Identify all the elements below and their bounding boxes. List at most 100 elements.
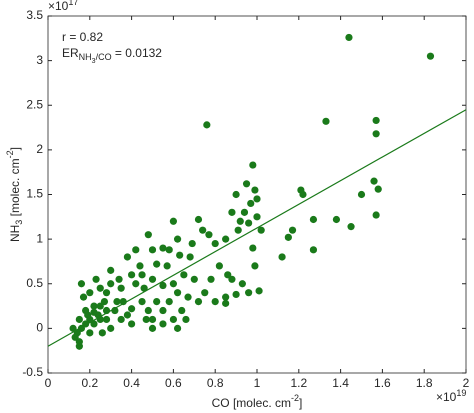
point: [90, 308, 98, 316]
annotation: ERNH3/CO = 0.0132: [62, 46, 162, 65]
x-tick-label: 0: [45, 376, 52, 390]
point: [255, 287, 263, 295]
point: [180, 271, 188, 279]
exp-power: 19: [456, 388, 466, 398]
point: [140, 284, 148, 292]
point: [332, 215, 341, 224]
point: [309, 246, 318, 254]
point: [96, 284, 104, 292]
point: [215, 262, 223, 270]
point: [190, 275, 198, 283]
point: [288, 226, 297, 234]
exp-power: 17: [68, 0, 78, 7]
point: [347, 223, 355, 231]
label-part: [molec. cm: [8, 158, 22, 219]
y-tick-label: 0.5: [26, 276, 43, 290]
plot-frame: [47, 15, 467, 374]
point: [75, 315, 83, 324]
y-axis-label: NH3 [molec. cm-2]: [5, 147, 24, 242]
point: [372, 130, 380, 138]
point: [188, 239, 196, 248]
x-tick-label: 1.2: [290, 376, 307, 390]
point: [138, 298, 146, 306]
point: [203, 121, 211, 129]
label-part: -2: [5, 150, 15, 158]
point: [169, 315, 177, 324]
point: [159, 281, 167, 290]
point: [232, 190, 240, 199]
point: [107, 280, 115, 288]
point: [178, 306, 186, 315]
annotation: r = 0.82: [62, 30, 103, 44]
point: [251, 262, 259, 270]
y-tick-label: 1.5: [26, 187, 43, 201]
point: [372, 211, 380, 219]
label-part: ER: [62, 46, 79, 60]
point: [86, 289, 94, 297]
point: [173, 289, 182, 297]
point: [153, 260, 161, 268]
point: [228, 208, 236, 216]
point: [176, 251, 184, 259]
point: [159, 320, 167, 328]
point: [238, 280, 246, 288]
point: [153, 298, 161, 306]
label-part: 3: [14, 220, 24, 225]
point: [173, 235, 182, 243]
point: [84, 311, 92, 319]
point: [249, 161, 257, 169]
label-part: = 0.0132: [112, 46, 163, 60]
point: [169, 280, 177, 288]
point: [79, 293, 88, 301]
point: [357, 190, 366, 199]
point: [249, 244, 257, 252]
point: [111, 306, 119, 315]
point: [69, 324, 77, 332]
point: [228, 275, 236, 283]
point: [201, 289, 209, 297]
exp-base: ×10: [436, 390, 457, 404]
point: [102, 289, 111, 297]
point: [128, 305, 136, 313]
point: [169, 217, 177, 225]
x-exponent: ×1019: [436, 388, 466, 404]
y-tick-label: 0: [36, 321, 43, 335]
point: [257, 226, 265, 234]
y-tick-label: 2: [36, 142, 43, 156]
point: [148, 246, 157, 254]
label-part: CO [molec. cm: [212, 396, 291, 410]
y-tick-label: 3.5: [26, 8, 43, 22]
point: [148, 324, 157, 332]
point: [132, 280, 140, 288]
y-tick-label: -0.5: [22, 365, 43, 379]
point: [144, 306, 152, 315]
point: [144, 231, 152, 239]
point: [247, 199, 255, 208]
point: [242, 180, 251, 188]
point: [182, 315, 190, 324]
point: [426, 52, 435, 60]
point: [136, 262, 144, 270]
y-tick-label: 1: [36, 231, 43, 245]
y-exponent: ×1017: [48, 0, 78, 13]
point: [251, 186, 259, 194]
point: [240, 208, 249, 216]
label-part: NH: [8, 225, 22, 242]
point: [123, 311, 132, 319]
point: [211, 298, 219, 306]
point: [186, 253, 194, 261]
point: [278, 253, 286, 261]
point: [222, 235, 230, 243]
point: [211, 239, 219, 248]
exp-base: ×10: [48, 0, 69, 13]
point: [115, 275, 123, 283]
point: [77, 280, 86, 288]
x-tick-label: 1.4: [332, 376, 349, 390]
point: [322, 117, 330, 125]
point: [75, 342, 83, 350]
point: [184, 293, 192, 301]
point: [165, 298, 173, 306]
label-part: /CO: [96, 52, 112, 62]
x-tick-label: 1.8: [416, 376, 433, 390]
point: [148, 275, 157, 283]
